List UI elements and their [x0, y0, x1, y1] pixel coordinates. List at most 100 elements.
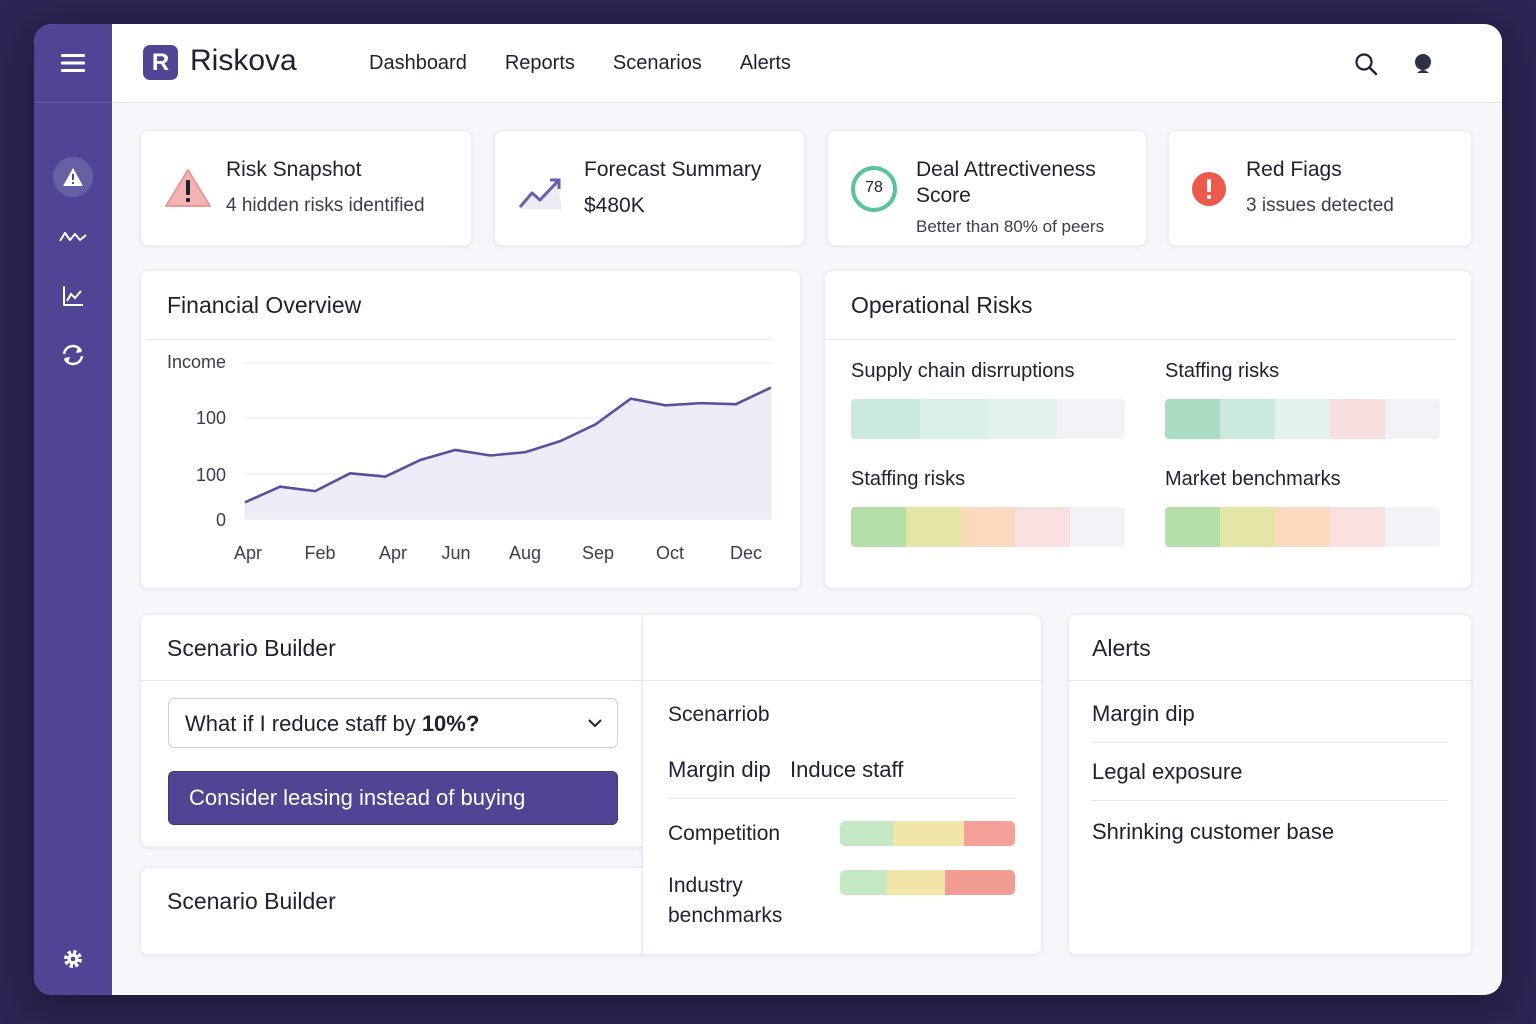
- heatmap-segment: [905, 507, 961, 547]
- risk-bar-segment: [887, 870, 945, 895]
- search-button[interactable]: [1352, 50, 1380, 78]
- card-divider: [141, 680, 643, 681]
- deal-score-card[interactable]: 78 Deal Attrectiveness Score Better than…: [827, 130, 1147, 246]
- lease-suggestion-button[interactable]: Consider leasing instead of buying: [168, 771, 618, 825]
- x-tick-label: Sep: [582, 543, 614, 563]
- profile-button[interactable]: [1409, 50, 1437, 78]
- hamburger-icon: [61, 54, 85, 72]
- nav-alerts[interactable]: Alerts: [739, 52, 791, 74]
- risk-snapshot-card[interactable]: Risk Snapshot 4 hidden risks identified: [140, 130, 472, 246]
- heatmap-label: Supply chain disrruptions: [851, 360, 1075, 382]
- alerts-card: Alerts Margin dip Legal exposure Shrinki…: [1068, 614, 1473, 955]
- warning-icon: [63, 168, 83, 186]
- heatmap-segment: [851, 507, 906, 547]
- kpi-subtitle: 3 issues detected: [1246, 195, 1394, 216]
- kpi-title: Red Fiags: [1246, 158, 1342, 181]
- heatmap-label: Market benchmarks: [1165, 468, 1341, 490]
- alert-item[interactable]: Legal exposure: [1092, 759, 1243, 784]
- red-flags-card[interactable]: Red Fiags 3 issues detected: [1168, 130, 1472, 246]
- staffing-heatmap-2: [851, 507, 1125, 547]
- line-chart-icon: [63, 286, 83, 306]
- trend-up-icon: [518, 178, 562, 209]
- alert-divider: [1092, 742, 1448, 743]
- pulse-icon: [59, 232, 87, 242]
- risk-bar-segment: [964, 821, 1015, 846]
- x-tick-label: Aug: [509, 543, 541, 563]
- card-divider: [825, 339, 1455, 340]
- gear-icon: [64, 950, 82, 968]
- score-value: 78: [865, 179, 883, 196]
- x-tick-label: Dec: [730, 543, 762, 563]
- app-window: R Riskova Dashboard Reports Scenarios Al…: [34, 24, 1502, 995]
- kpi-title: Risk Snapshot: [226, 158, 362, 181]
- scenario-tag: Margin dip: [668, 757, 771, 782]
- row-label: Competition: [668, 822, 781, 845]
- panel-title: Scenarriob: [668, 703, 770, 726]
- nav-dashboard[interactable]: Dashboard: [369, 52, 467, 74]
- financial-overview-card: Financial Overview Income 100 100 0 Apr Feb Ap…: [140, 270, 801, 589]
- y-tick-label: 100: [196, 408, 226, 428]
- card-title: Scenario Builder: [167, 888, 336, 914]
- nav-reports[interactable]: Reports: [504, 52, 575, 74]
- sidebar-item-risks[interactable]: [53, 157, 93, 197]
- kpi-value: $480K: [584, 194, 645, 217]
- scenario-dropdown[interactable]: What if I reduce staff by 10%?: [168, 698, 618, 748]
- heatmap-segment: [919, 399, 988, 439]
- sidebar-item-trends[interactable]: [53, 217, 93, 257]
- area-fill: [245, 387, 771, 519]
- app-name: Riskova: [190, 44, 297, 77]
- heatmap-segment: [1385, 399, 1440, 439]
- card-divider: [147, 339, 771, 340]
- heatmap-segment: [1165, 399, 1220, 439]
- x-tick-label: Apr: [234, 543, 262, 563]
- supply-chain-heatmap: [851, 399, 1125, 439]
- heatmap-label: Staffing risks: [851, 468, 966, 490]
- nav-scenarios[interactable]: Scenarios: [612, 52, 702, 74]
- app-logo: R: [143, 45, 178, 80]
- heatmap-segment: [1220, 399, 1275, 439]
- dropdown-value: What if I reduce staff by 10%?: [185, 711, 480, 736]
- score-ring-icon: [851, 166, 897, 212]
- x-tick-label: Feb: [304, 543, 335, 563]
- alert-item[interactable]: Margin dip: [1092, 701, 1195, 726]
- scenario-results-panel: Scenarriob Margin dip Induce staff Compe…: [642, 614, 1043, 955]
- alert-item[interactable]: Shrinking customer base: [1092, 819, 1335, 844]
- x-tick-label: Oct: [656, 543, 684, 563]
- income-line: [244, 386, 772, 504]
- sidebar-item-analytics[interactable]: [53, 276, 93, 316]
- industry-benchmarks-risk-bar: [840, 870, 1015, 895]
- row-label-line1: Industry: [668, 874, 743, 897]
- heatmap-segment: [1070, 507, 1125, 547]
- hamburger-menu-button[interactable]: [34, 24, 112, 103]
- heatmap-segment: [851, 399, 920, 439]
- y-axis-label: Income: [167, 352, 226, 372]
- x-tick-label: Jun: [441, 543, 470, 563]
- kpi-subtitle: 4 hidden risks identified: [226, 195, 425, 216]
- top-bar: R Riskova Dashboard Reports Scenarios Al…: [112, 24, 1502, 103]
- financial-chart: Income 100 100 0 Apr Feb Apr Jun Aug Sep Oct Dec: [167, 352, 772, 563]
- card-title: Scenario Builder: [167, 635, 336, 661]
- kpi-title: Forecast Summary: [584, 158, 762, 181]
- main-nav: Dashboard Reports Scenarios Alerts: [369, 52, 829, 75]
- risk-bar-segment: [892, 821, 965, 846]
- scenario-tag: Induce staff: [790, 757, 904, 782]
- risk-bar-segment: [840, 870, 888, 895]
- heatmap-segment: [1015, 507, 1071, 547]
- x-tick-label: Apr: [379, 543, 407, 563]
- heatmap-segment: [1330, 399, 1385, 439]
- sidebar-item-settings[interactable]: [53, 939, 93, 979]
- sidebar-item-sync[interactable]: [53, 335, 93, 375]
- heatmap-label: Staffing risks: [1165, 360, 1280, 382]
- heatmap-segment: [1330, 507, 1385, 547]
- card-divider: [1069, 680, 1473, 681]
- card-divider: [643, 680, 1043, 681]
- staffing-heatmap: [1165, 399, 1440, 439]
- market-benchmarks-heatmap: [1165, 507, 1440, 547]
- row-label-line2: benchmarks: [668, 904, 783, 927]
- risk-bar-segment: [840, 821, 893, 846]
- scenario-builder-card: Scenario Builder What if I reduce staff …: [140, 614, 643, 847]
- kpi-subtitle: Better than 80% of peers: [916, 217, 1105, 236]
- heatmap-segment: [1165, 507, 1220, 547]
- forecast-summary-card[interactable]: Forecast Summary $480K: [494, 130, 805, 246]
- heatmap-segment: [960, 507, 1016, 547]
